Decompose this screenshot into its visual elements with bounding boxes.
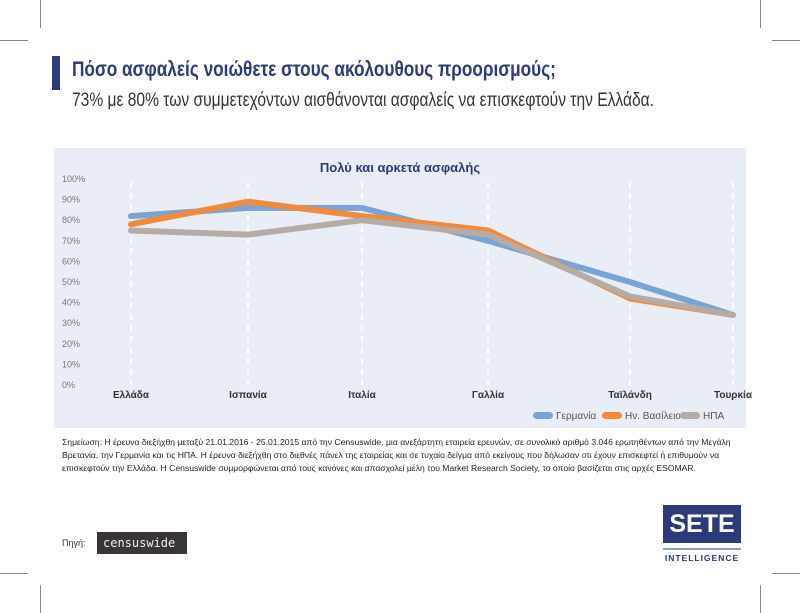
y-tick-label: 60% — [62, 256, 80, 266]
x-tick-label: Ταϊλάνδη — [608, 390, 652, 401]
y-tick-label: 90% — [62, 195, 80, 205]
x-tick-label: Ελλάδα — [113, 390, 150, 401]
page-subtitle: 73% με 80% των συμμετεχόντων αισθάνονται… — [72, 90, 655, 111]
y-tick-label: 70% — [62, 236, 80, 246]
crop-mark — [760, 0, 761, 28]
source-label: Πηγή: — [62, 538, 86, 548]
series-line-2 — [128, 217, 736, 318]
crop-mark — [760, 585, 761, 613]
x-tick-label: Ισπανία — [229, 390, 267, 401]
y-tick-label: 10% — [62, 359, 80, 369]
legend-swatch — [533, 412, 553, 419]
legend-label: ΗΠΑ — [703, 411, 724, 422]
y-tick-label: 40% — [62, 298, 80, 308]
x-tick-label: Ιταλία — [348, 390, 376, 401]
crop-mark — [0, 573, 28, 574]
crop-mark — [40, 0, 41, 28]
x-tick-label: Τουρκία — [714, 390, 753, 401]
sete-logo: SETE — [663, 505, 741, 543]
chart-title: Πολύ και αρκετά ασφαλής — [320, 160, 480, 175]
crop-mark — [40, 585, 41, 613]
y-tick-label: 100% — [62, 174, 85, 184]
censuswide-logo: censuswide — [97, 532, 187, 554]
x-tick-label: Γαλλία — [472, 390, 505, 401]
crop-mark — [772, 40, 800, 41]
footnote: Σημείωση: Η έρευνα διεξήχθη μεταξύ 21.01… — [62, 437, 731, 473]
logo-divider — [663, 548, 741, 550]
y-tick-label: 0% — [62, 380, 75, 390]
y-tick-label: 20% — [62, 339, 80, 349]
crop-mark — [0, 40, 28, 41]
y-tick-label: 30% — [62, 318, 80, 328]
crop-mark — [772, 573, 800, 574]
page-title: Πόσο ασφαλείς νοιώθετε στους ακόλουθους … — [72, 58, 556, 81]
legend-label: Ην. Βασίλειο — [625, 410, 681, 422]
y-tick-label: 50% — [62, 277, 80, 287]
legend-swatch — [680, 412, 700, 419]
y-tick-label: 80% — [62, 215, 80, 225]
legend-swatch — [602, 412, 622, 419]
sete-intelligence: INTELLIGENCE — [664, 553, 740, 563]
legend-label: Γερμανία — [556, 410, 596, 422]
title-accent-bar — [52, 56, 60, 90]
